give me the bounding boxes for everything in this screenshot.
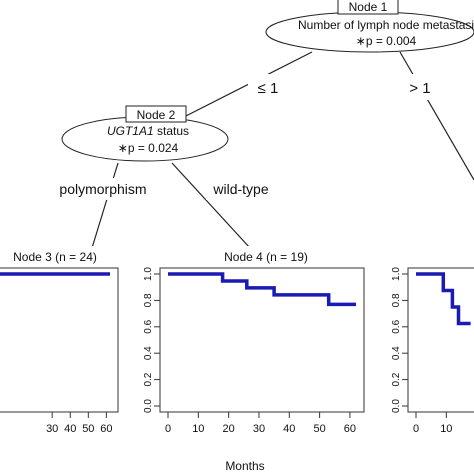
panel-frame	[159, 267, 365, 413]
x-tick-label: 20	[223, 423, 235, 435]
x-tick-label: 50	[82, 423, 94, 435]
km-panel-3: 0 10 0.0 0.2 0.4 0.6 0.8 1.0	[391, 267, 474, 435]
x-tick-label: 40	[64, 423, 76, 435]
node1-label: Node 1	[349, 0, 388, 14]
x-tick-label: 50	[313, 423, 325, 435]
edge-label-gt1: > 1	[409, 80, 430, 97]
panel-frame	[0, 267, 119, 413]
node1-label-box	[337, 0, 399, 15]
y-tick-label: 0.4	[391, 346, 402, 360]
node2-label: Node 2	[137, 108, 176, 122]
x-tick-label: 10	[192, 423, 204, 435]
y-tick-label: 0.8	[143, 293, 154, 307]
x-tick-label: 40	[283, 423, 295, 435]
y-tick-label: 1.0	[391, 267, 402, 281]
y-tick-label: 0.0	[391, 399, 402, 413]
node1-variable: Number of lymph node metastasis	[298, 18, 474, 32]
km-panel-2: 0 10 20 30 40 50 60 0.0 0.2 0.4 0.6 0.8 1.0	[143, 267, 365, 435]
x-tick-label: 60	[100, 423, 112, 435]
y-tick-label: 0.2	[391, 372, 402, 386]
edge-label-le1: ≤ 1	[258, 80, 279, 97]
y-tick-label: 0.4	[143, 346, 154, 360]
x-tick-label: 30	[46, 423, 58, 435]
node2-label-box	[125, 105, 187, 123]
y-tick-label: 0.6	[143, 319, 154, 333]
y-tick-label: 0.0	[143, 399, 154, 413]
x-tick-label: 30	[253, 423, 265, 435]
y-tick-label: 0.2	[143, 372, 154, 386]
panel-frame	[407, 267, 474, 413]
x-tick-label: 0	[165, 423, 171, 435]
x-tick-label: 0	[413, 423, 419, 435]
node1-pvalue: ∗p = 0.004	[356, 34, 417, 48]
edge-node2-to-node4	[171, 162, 251, 249]
x-tick-label: 10	[440, 423, 452, 435]
y-tick-label: 0.8	[391, 293, 402, 307]
y-tick-label: 1.0	[143, 267, 154, 281]
edge-node1-to-node2	[177, 51, 313, 121]
edge-node2-to-node3	[91, 162, 119, 249]
edge-node1-to-node5	[399, 51, 474, 181]
km-panel-1: 30 40 50 60	[0, 267, 119, 435]
x-tick-label: 60	[344, 423, 356, 435]
y-tick-label: 0.6	[391, 319, 402, 333]
panel-title-node4: Node 4 (n = 19)	[224, 250, 308, 264]
x-axis-label: Months	[225, 459, 264, 473]
panel-title-node3: Node 3 (n = 24)	[13, 250, 97, 264]
survival-curve-3	[416, 272, 471, 326]
edge-label-polymorphism: polymorphism	[59, 181, 146, 197]
node2-pvalue: ∗p = 0.024	[118, 141, 179, 155]
node2-variable: UGT1A1 status	[107, 124, 189, 138]
edge-label-wild-type: wild-type	[212, 181, 268, 197]
survival-curve-2	[168, 272, 356, 307]
km-panels: 30 40 50 60 0 10 20 30 40 50 600.00.20.40.60.81.00…	[0, 267, 474, 435]
